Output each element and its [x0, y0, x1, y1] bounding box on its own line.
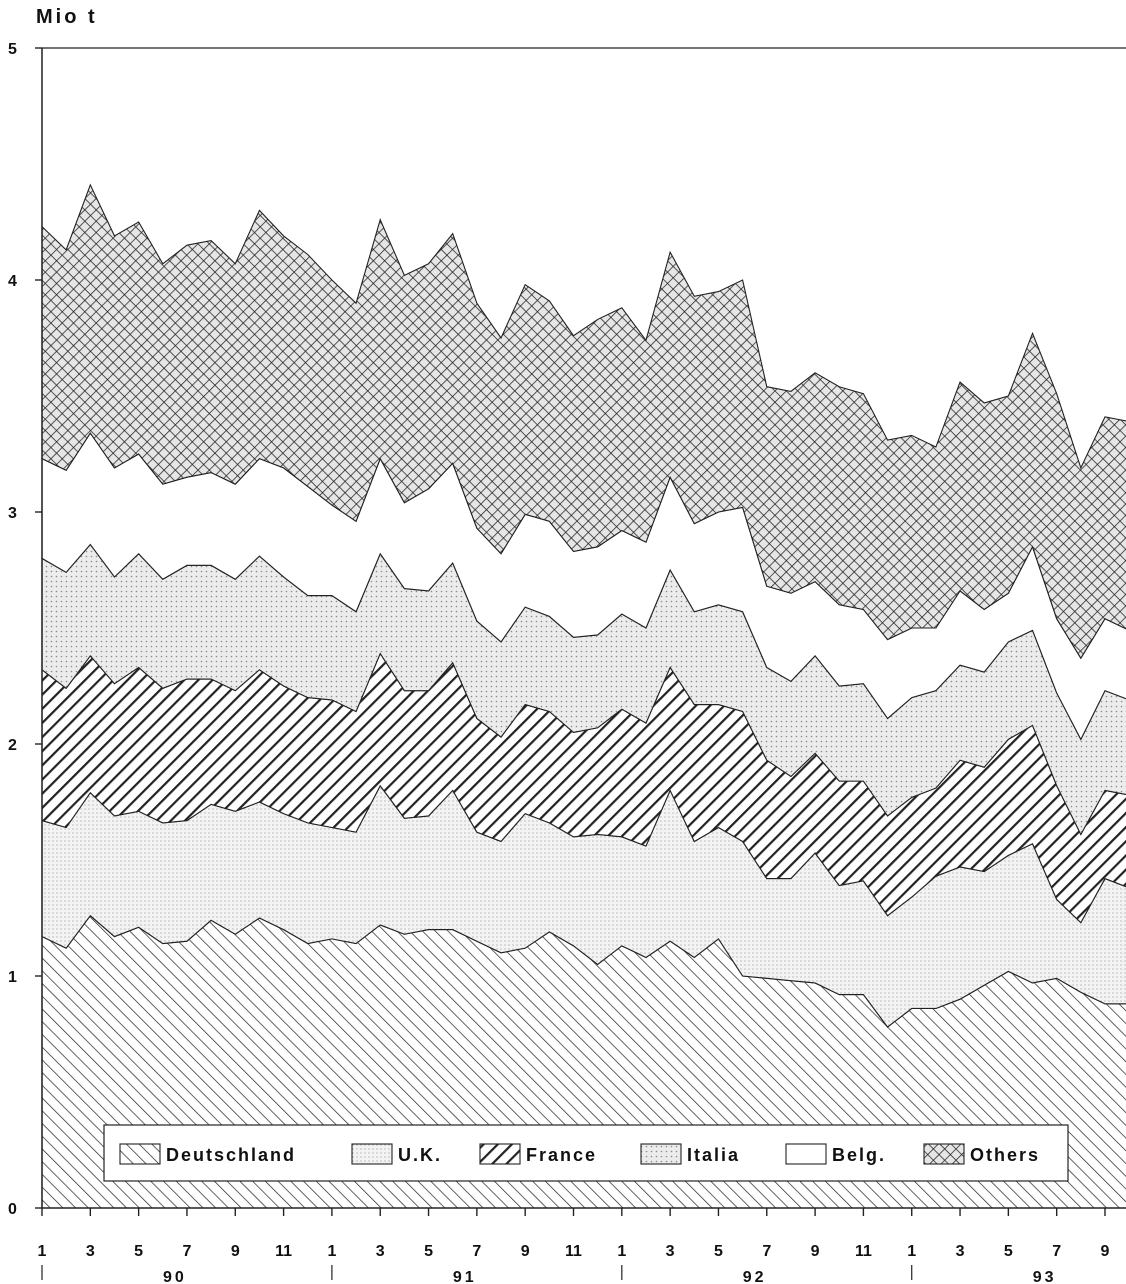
x-tick-label: 9 [811, 1243, 820, 1260]
y-tick-label: 4 [8, 273, 17, 290]
x-tick-label: 3 [956, 1243, 965, 1260]
year-label: 92 [743, 1269, 767, 1284]
x-tick-label: 11 [275, 1243, 292, 1260]
y-tick-label: 5 [8, 41, 17, 58]
legend-swatch [640, 1143, 682, 1165]
x-tick-label: 9 [1101, 1243, 1110, 1260]
x-tick-label: 1 [907, 1243, 916, 1260]
x-tick-label: 9 [231, 1243, 240, 1260]
legend-box [103, 1124, 1069, 1182]
legend-label: U.K. [398, 1145, 442, 1165]
y-tick-label: 2 [8, 737, 17, 754]
y-axis-unit-label: Mio t [36, 6, 98, 28]
x-tick-label: 7 [183, 1243, 192, 1260]
x-tick-label: 7 [472, 1243, 481, 1260]
x-tick-label: 1 [327, 1243, 336, 1260]
x-tick-label: 7 [762, 1243, 771, 1260]
x-tick-label: 3 [86, 1243, 95, 1260]
y-tick-label: 1 [8, 969, 17, 986]
year-label: 93 [1033, 1269, 1057, 1284]
legend-swatch [119, 1143, 161, 1165]
legend: Deutschland U.K. France Italia Belg. Others [103, 1124, 1069, 1182]
x-tick-label: 5 [714, 1243, 723, 1260]
year-label: 90 [163, 1269, 187, 1284]
legend-label: Italia [687, 1145, 740, 1165]
legend-label: Deutschland [166, 1145, 296, 1165]
legend-swatch [479, 1143, 521, 1165]
year-label: 91 [453, 1269, 477, 1284]
x-tick-label: 5 [424, 1243, 433, 1260]
x-tick-label: 5 [1004, 1243, 1013, 1260]
x-tick-label: 3 [376, 1243, 385, 1260]
legend-label: Others [970, 1145, 1040, 1165]
legend-swatch [923, 1143, 965, 1165]
legend-swatch [785, 1143, 827, 1165]
x-tick-label: 1 [617, 1243, 626, 1260]
x-tick-label: 3 [666, 1243, 675, 1260]
legend-label: Belg. [832, 1145, 886, 1165]
legend-label: France [526, 1145, 597, 1165]
x-tick-label: 11 [565, 1243, 582, 1260]
area-others [41, 183, 1126, 660]
x-tick-label: 5 [134, 1243, 143, 1260]
x-tick-label: 1 [38, 1243, 47, 1260]
x-tick-label: 7 [1052, 1243, 1061, 1260]
series-areas [41, 183, 1126, 1209]
y-tick-label: 0 [8, 1201, 17, 1218]
x-tick-label: 11 [855, 1243, 872, 1260]
y-tick-label: 3 [8, 505, 17, 522]
legend-swatch [351, 1143, 393, 1165]
x-tick-label: 9 [521, 1243, 530, 1260]
